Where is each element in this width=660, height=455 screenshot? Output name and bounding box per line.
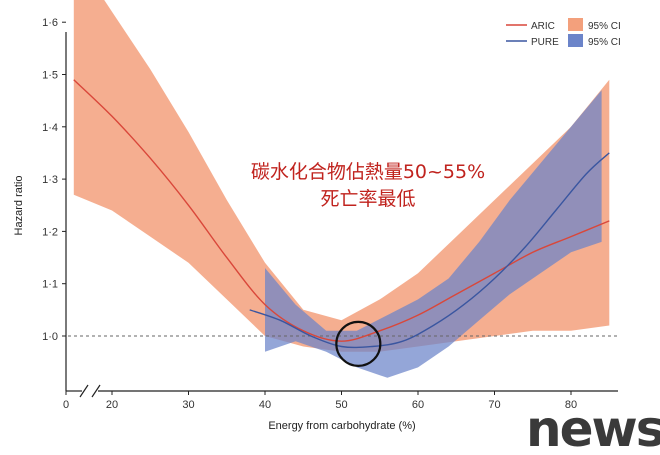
y-tick-label-1.4: 1·4	[42, 122, 58, 134]
axes	[65, 32, 618, 398]
y-axis-title: Hazard ratio	[13, 176, 25, 236]
series-line-pure	[249, 152, 610, 349]
y-tick-label-1.2: 1·2	[42, 226, 58, 238]
y-tick-label-1: 1·0	[42, 331, 58, 343]
ci-bands	[73, 0, 610, 378]
y-tick-label-1.6: 1·6	[42, 17, 58, 29]
x-tick-label-40: 40	[259, 399, 271, 411]
x-tick-label-70: 70	[488, 399, 500, 411]
annotation-line-2: 死亡率最低	[320, 188, 415, 210]
axis-break-mark-1	[79, 384, 89, 398]
x-axis-title: Energy from carbohydrate (%)	[268, 420, 415, 432]
y-tick-label-1.5: 1·5	[42, 70, 58, 82]
legend-pure-ci-swatch	[568, 34, 583, 47]
legend-pure-label: PURE	[531, 37, 559, 48]
legend-pure-ci-label: 95% CI	[588, 37, 621, 48]
annotation-line-1: 碳水化合物佔熱量50~55%	[251, 161, 485, 183]
highlight-circle	[335, 320, 382, 367]
legend-aric-label: ARIC	[531, 21, 555, 32]
legend-aric-ci-label: 95% CI	[588, 21, 621, 32]
x-tick-label-50: 50	[335, 399, 347, 411]
x-tick-label-80: 80	[565, 399, 577, 411]
news-watermark: news	[526, 400, 660, 455]
x-tick-label-0: 0	[63, 399, 69, 411]
ci-band-pure	[265, 90, 602, 378]
axis-break-mark-2	[91, 384, 101, 398]
series-line-aric	[73, 79, 610, 342]
legend: ARIC 95% CI PURE 95% CI	[506, 18, 621, 48]
y-tick-label-1.3: 1·3	[42, 174, 58, 186]
x-tick-label-30: 30	[182, 399, 194, 411]
y-tick-label-1.1: 1·1	[42, 279, 58, 291]
series-lines	[73, 79, 610, 349]
x-tick-label-60: 60	[412, 399, 424, 411]
legend-aric-ci-swatch	[568, 18, 583, 31]
x-tick-label-20: 20	[106, 399, 118, 411]
